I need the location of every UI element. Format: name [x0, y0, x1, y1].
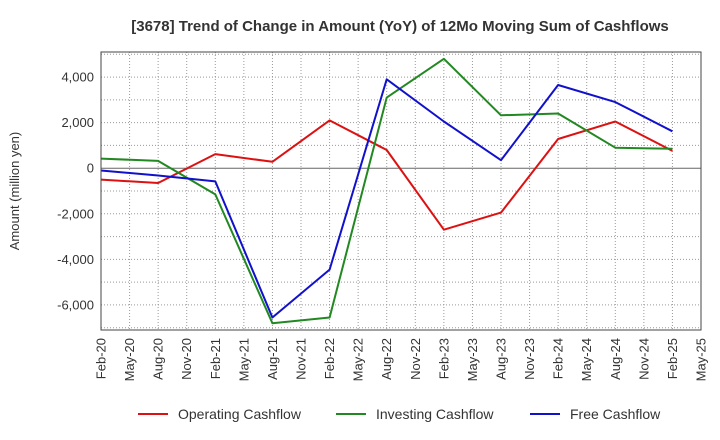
x-tick-label: Nov-21: [294, 338, 309, 380]
series-line-operating-cashflow: [100, 119, 673, 231]
legend-label-operating-cashflow: Operating Cashflow: [178, 406, 302, 422]
legend-label-investing-cashflow: Investing Cashflow: [376, 406, 494, 422]
legend-label-free-cashflow: Free Cashflow: [570, 406, 661, 422]
x-tick-label: May-22: [351, 338, 366, 381]
x-tick-label: Nov-22: [408, 338, 423, 380]
x-tick-label: May-21: [236, 338, 251, 381]
legend: Operating Cashflow Investing Cashflow Free…: [138, 406, 661, 422]
x-tick-labels: Feb-20 May-20 Aug-20 Nov-20 Feb-21 May-21 Aug-…: [94, 338, 709, 381]
x-tick-label: Feb-20: [94, 338, 109, 379]
y-tick-label: -6,000: [57, 297, 94, 312]
x-tick-label: Feb-24: [551, 338, 566, 379]
x-tick-label: Aug-20: [151, 338, 166, 380]
x-tick-label: Aug-21: [265, 338, 280, 380]
x-tick-label: Aug-23: [494, 338, 509, 380]
x-tick-label: Aug-24: [608, 338, 623, 380]
x-tick-label: May-24: [579, 338, 594, 381]
x-tick-label: Feb-21: [208, 338, 223, 379]
series-line-free-cashflow: [100, 78, 673, 319]
grid: [101, 52, 701, 330]
y-tick-label: 0: [87, 161, 94, 176]
series-layer: [100, 57, 673, 325]
plot-frame: [100, 51, 702, 331]
series-line-investing-cashflow: [100, 57, 673, 325]
x-tick-label: May-20: [122, 338, 137, 381]
chart-title: [3678] Trend of Change in Amount (YoY) o…: [131, 18, 669, 35]
y-tick-label: 2,000: [61, 115, 94, 130]
x-tick-label: Aug-22: [379, 338, 394, 380]
y-tick-label: -2,000: [57, 206, 94, 221]
x-tick-label: Nov-20: [179, 338, 194, 380]
y-axis-label: Amount (million yen): [7, 132, 22, 251]
y-tick-label: 4,000: [61, 70, 94, 85]
x-tick-label: May-23: [465, 338, 480, 381]
x-tick-label: May-25: [694, 338, 709, 381]
y-tick-label: -4,000: [57, 252, 94, 267]
x-tick-label: Feb-23: [436, 338, 451, 379]
x-tick-label: Nov-24: [636, 338, 651, 380]
x-tick-label: Feb-22: [322, 338, 337, 379]
x-tick-label: Feb-25: [665, 338, 680, 379]
y-tick-labels: 4,000 2,000 0 -2,000 -4,000 -6,000: [57, 70, 94, 313]
x-tick-label: Nov-23: [522, 338, 537, 380]
